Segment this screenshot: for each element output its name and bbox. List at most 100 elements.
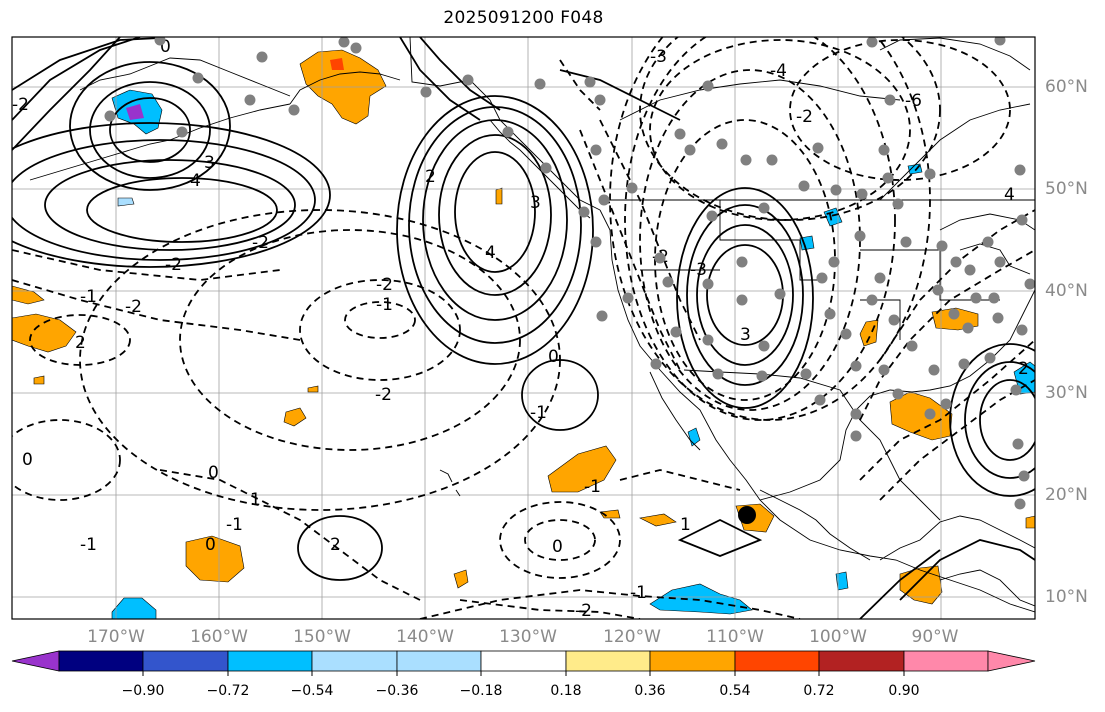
colorbar-tick-label: −0.72 [206,683,250,699]
contour-label: 4 [1004,185,1015,205]
lon-label-110w: 110°W [706,627,764,647]
shade-blue-small-1 [823,207,843,227]
contour-label: -2 [125,297,142,317]
contour-label: 3 [740,325,751,345]
colorbar-segment [734,650,820,672]
map-panel: 0 -2 4 3 -2 -2 -1 -2 2 0 -1 -2 -2 -1 0 1… [12,37,1035,619]
shade-orange-small-3 [307,385,319,393]
contour-label: -2 [796,107,813,127]
contour-label: -1 [80,287,97,307]
gridlines [12,37,1035,619]
contour-label: 2 [425,167,436,187]
shade-orange-small-4 [453,569,469,589]
colorbar-segment [142,650,229,672]
shaded-regions [12,49,1035,619]
colorbar-segment [818,650,905,672]
colorbar-segment [903,650,989,672]
colorbar-segment [987,650,1036,672]
colorbar-tick-label: −0.90 [121,683,165,699]
contour-label: 1 [680,515,691,535]
lon-label-90w: 90°W [911,627,959,647]
colorbar-tick-label: −0.54 [290,683,334,699]
shade-blue-mexico [649,583,753,615]
colorbar-tick-label: 0.54 [719,683,751,699]
contour-label: -2 [375,385,392,405]
contour-label: 0 [548,347,559,367]
colorbar-segment [649,650,736,672]
lon-label-140w: 140°W [396,627,454,647]
colorbar-tick-label: −0.18 [459,683,503,699]
lon-label-100w: 100°W [809,627,867,647]
contour-label: -3 [690,260,707,280]
contour-labels: 0 -2 4 3 -2 -2 -1 -2 2 0 -1 -2 -2 -1 0 1… [12,37,1029,619]
contour-label: -1 [376,295,393,315]
shade-orange-mex-1 [599,509,621,519]
shade-blue-small-4 [835,571,849,591]
colorbar-segment [58,650,144,672]
shade-blue-pacific [111,597,157,619]
contour-label: 3 [204,153,215,173]
shade-orange-hawaii [185,535,245,583]
contour-label: 0 [552,537,563,557]
colorbar-segment [227,650,313,672]
colorbar-tick-label: 0.90 [888,683,920,699]
shade-orange-baja [547,445,617,493]
shade-orange-carib [899,565,943,605]
contour-label: -2 [165,255,182,275]
contour-label: 1 [250,490,261,510]
colorbar-segment [311,650,398,672]
contour-label: -2 [252,233,269,253]
contour-label: -1 [226,515,243,535]
colorbar-segment [396,650,482,672]
contour-label: 0 [208,463,219,483]
lon-label-150w: 150°W [293,627,351,647]
shade-purple-bering [126,104,144,120]
lat-label-10n: 10°N [1045,587,1088,607]
colorbar-segment [565,650,651,672]
lat-label-40n: 40°N [1045,281,1088,301]
shade-orange-small-6 [1025,515,1035,529]
shade-red-gulf-alaska [330,58,344,70]
storm-center-marker [738,506,756,524]
colorbar-segment [11,650,60,672]
contour-label: 2 [75,333,86,353]
contour-label: -1 [530,403,547,423]
contour-label: -1 [584,477,601,497]
shade-orange-small-7 [495,187,503,205]
contour-label: 4 [485,243,496,263]
contour-label: 3 [530,193,541,213]
contour-label: -2 [12,95,29,115]
colorbar-tick-label: 0.72 [803,683,835,699]
contour-label: -1 [80,535,97,555]
contour-label: 0 [22,450,33,470]
shade-orange-small-1 [283,407,307,427]
station-dots [104,37,1035,510]
shade-orange-west-1 [12,313,77,353]
contour-label: 2 [1018,359,1029,379]
lat-label-50n: 50°N [1045,179,1088,199]
contour-label: 2 [330,535,341,555]
contour-label: -3 [650,47,667,67]
shade-orange-small-2 [33,375,45,385]
colorbar-segment [480,650,567,672]
shade-orange-mex-2 [639,513,677,527]
map-frame [11,36,1036,620]
colorbar [11,650,1036,676]
colorbar-tick-label: −0.36 [375,683,419,699]
contour-label: -1 [630,583,647,603]
shade-lightblue-small [117,197,135,207]
lon-label-120w: 120°W [603,627,661,647]
contour-label: -4 [770,61,787,81]
lat-label-60n: 60°N [1045,77,1088,97]
contour-label: -2 [376,275,393,295]
lon-label-170w: 170°W [87,627,145,647]
colorbar-tick-label: 0.18 [550,683,582,699]
lat-label-30n: 30°N [1045,383,1088,403]
lon-label-130w: 130°W [499,627,557,647]
map-title: 2025091200 F048 [443,8,604,28]
lat-label-20n: 20°N [1045,485,1088,505]
contour-label: 0 [160,37,171,57]
contour-label: 4 [190,171,201,191]
shade-orange-texas [889,391,953,441]
